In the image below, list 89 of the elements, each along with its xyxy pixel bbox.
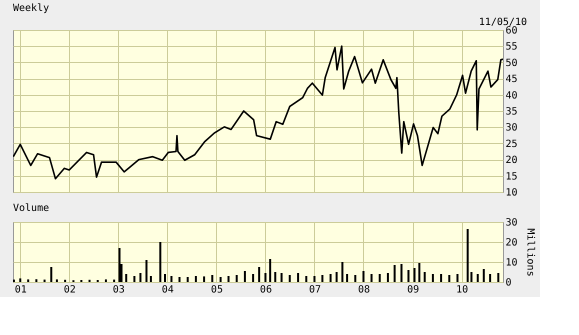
bar — [440, 274, 442, 282]
bar — [466, 229, 469, 282]
bar — [456, 274, 458, 282]
bar — [476, 274, 479, 282]
bar — [139, 273, 142, 282]
bar — [280, 273, 283, 282]
y-tick-label: 50 — [506, 58, 518, 69]
x-tick-label: 06 — [260, 284, 272, 296]
bar — [407, 270, 410, 282]
bar — [194, 276, 197, 282]
bar — [19, 278, 22, 282]
bar — [125, 274, 128, 282]
bar — [236, 275, 238, 282]
bar — [258, 267, 260, 282]
bar — [269, 259, 272, 282]
chart-title: Weekly — [13, 3, 50, 14]
x-tick-label: 05 — [210, 284, 223, 296]
bar — [133, 276, 136, 282]
y-axis-title: Millions — [524, 228, 536, 277]
bar — [470, 272, 472, 282]
x-tick-label: 02 — [64, 284, 76, 296]
bar — [170, 276, 172, 282]
bar — [489, 274, 492, 282]
bar — [336, 272, 338, 282]
y-tick-label: 0 — [506, 278, 512, 288]
bar — [164, 274, 166, 282]
x-tick-label: 08 — [358, 284, 370, 296]
bar — [145, 260, 148, 282]
bar — [159, 242, 162, 282]
bar — [346, 274, 348, 282]
y-tick-label: 20 — [506, 155, 518, 166]
bar — [354, 275, 356, 282]
bar — [321, 275, 324, 282]
bar — [27, 279, 30, 282]
chart-title: Volume — [13, 203, 50, 214]
bar — [244, 271, 246, 282]
y-tick-label: 30 — [506, 122, 518, 134]
bar — [211, 275, 214, 282]
bar — [432, 274, 434, 282]
bar — [35, 279, 38, 282]
bar — [424, 272, 426, 282]
bar — [178, 277, 181, 282]
bar — [330, 274, 332, 282]
bar — [274, 272, 276, 282]
bar — [50, 267, 52, 282]
bar — [482, 269, 485, 282]
bar — [203, 276, 206, 282]
bar — [288, 275, 291, 282]
bar — [497, 273, 500, 282]
x-tick-label: 09 — [407, 284, 420, 296]
bar — [418, 263, 420, 282]
y-tick-label: 45 — [506, 74, 518, 86]
y-tick-label: 15 — [506, 171, 518, 182]
y-tick-label: 20 — [506, 238, 518, 248]
bar — [264, 273, 266, 282]
y-tick-label: 35 — [506, 106, 518, 118]
bar — [414, 268, 416, 282]
bar — [297, 273, 300, 282]
bar — [448, 275, 450, 282]
x-tick-label: 07 — [308, 284, 321, 296]
y-tick-label: 55 — [506, 42, 518, 53]
bar — [362, 271, 364, 282]
bar — [252, 274, 254, 282]
bar — [386, 273, 389, 282]
y-tick-label: 10 — [506, 258, 518, 268]
bar — [104, 279, 107, 282]
bar — [370, 274, 373, 282]
line-series — [13, 45, 503, 180]
bar — [186, 277, 189, 282]
x-tick-label: 10 — [456, 284, 468, 296]
bar — [220, 277, 222, 282]
bar — [228, 276, 230, 282]
bar — [341, 262, 344, 282]
y-tick-label: 40 — [506, 90, 518, 102]
x-tick-label: 04 — [162, 284, 174, 296]
y-tick-label: 30 — [506, 218, 518, 228]
bar — [305, 276, 308, 282]
bar — [313, 276, 316, 282]
x-tick-label: 01 — [14, 284, 27, 296]
x-tick-label: 03 — [112, 284, 125, 296]
y-tick-label: 60 — [506, 26, 518, 36]
bar — [378, 274, 381, 282]
bar — [150, 276, 152, 282]
y-tick-label: 10 — [506, 188, 518, 198]
y-tick-label: 25 — [506, 138, 518, 150]
bar — [400, 264, 402, 282]
bar — [56, 279, 58, 282]
bar — [118, 248, 120, 282]
bar — [394, 265, 396, 282]
